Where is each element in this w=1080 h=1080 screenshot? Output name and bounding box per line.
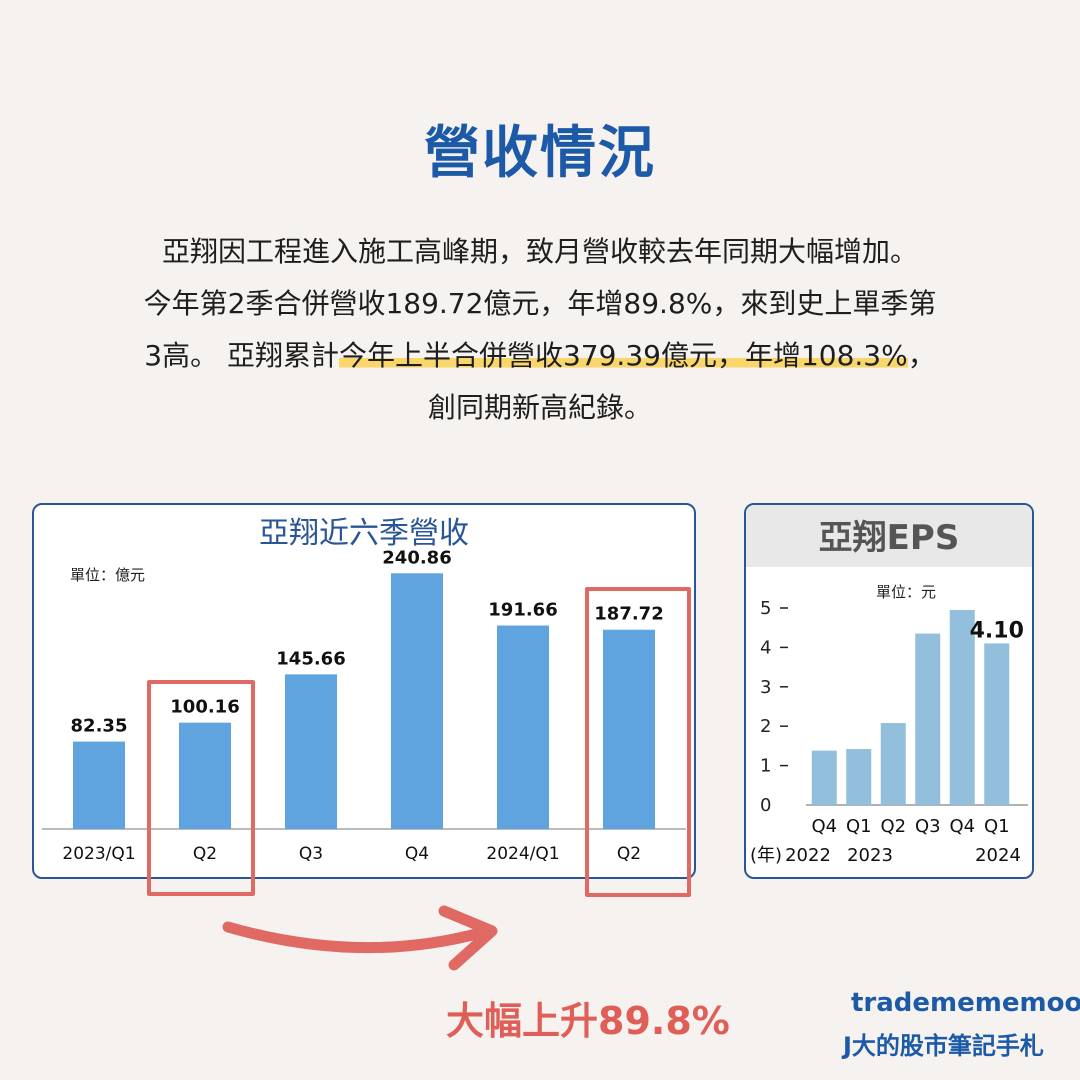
eps-bar <box>915 633 941 805</box>
chart-title: 亞翔近六季營收 <box>259 516 469 551</box>
x-tick-label: 2024/Q1 <box>486 844 559 864</box>
x-tick-label: Q1 <box>984 816 1010 837</box>
summary-line: 創同期新高紀錄。 <box>427 391 652 424</box>
y-tick-label: 3 <box>760 677 771 698</box>
x-tick-label: Q2 <box>880 816 906 837</box>
eps-bar <box>846 749 872 805</box>
x-tick-label: Q3 <box>915 816 941 837</box>
eps-bar <box>811 750 837 805</box>
revenue-bar <box>391 573 443 829</box>
summary-line: 亞翔因工程進入施工高峰期，致月營收較去年同期大幅增加。 <box>161 235 918 268</box>
bar-value-label: 82.35 <box>71 716 128 737</box>
year-axis-label: 2023 <box>847 845 893 866</box>
chart-title: 亞翔EPS <box>819 518 960 558</box>
bar-value-label: 100.16 <box>170 697 239 718</box>
y-tick-label: 5 <box>760 598 771 619</box>
x-tick-label: Q4 <box>949 816 975 837</box>
x-tick-label: 2023/Q1 <box>62 844 135 864</box>
brand-subtitle: J大的股市筆記手札 <box>843 1032 1044 1060</box>
x-tick-label: Q1 <box>846 816 872 837</box>
eps-bar <box>984 643 1010 805</box>
x-tick-label: Q4 <box>405 844 429 864</box>
year-axis-label: (年) <box>750 845 782 866</box>
brand-name: trademememoo <box>851 988 1080 1018</box>
highlighted-text: 今年上半合併營收379.39億元，年增108.3% <box>338 339 908 372</box>
bar-value-label: 187.72 <box>594 604 663 625</box>
revenue-bar <box>603 629 655 829</box>
y-tick-label: 1 <box>760 756 771 777</box>
eps-chart-panel: 亞翔EPS 單位：元 0 1 2 3 4 5 Q4 Q1 Q2 Q3 Q4 Q1 4.10 (年) 2022 20… <box>744 503 1034 879</box>
arrow-icon <box>222 905 498 971</box>
bar-value-label: 4.10 <box>970 618 1024 643</box>
brand-block: trademememoo J大的股市筆記手札 <box>843 986 1080 1061</box>
highlight-box-2024-q2 <box>585 587 691 897</box>
revenue-bar <box>179 722 231 829</box>
eps-bar <box>949 609 975 805</box>
unit-label: 單位：元 <box>876 583 936 601</box>
summary-line: 今年第2季合併營收189.72億元，年增89.8%，來到史上單季第 <box>143 287 937 320</box>
summary-text: ， <box>907 339 936 372</box>
year-axis-label: 2022 <box>785 845 831 866</box>
eps-bar <box>880 723 906 805</box>
x-tick-label: Q3 <box>299 844 323 864</box>
year-axis-label: 2024 <box>975 845 1021 866</box>
x-tick-label: Q2 <box>617 844 641 864</box>
unit-label: 單位：億元 <box>70 566 145 584</box>
revenue-bar <box>497 625 549 829</box>
y-tick-label: 2 <box>760 716 771 737</box>
eps-chart-header <box>746 505 1032 567</box>
summary-text: 3高。 亞翔累計 <box>144 339 339 372</box>
page-title: 營收情況 <box>424 121 656 186</box>
summary-line: 3高。 亞翔累計今年上半合併營收379.39億元，年增108.3%， <box>40 330 1040 382</box>
eps-chart: 亞翔EPS 單位：元 0 1 2 3 4 5 Q4 Q1 Q2 Q3 Q4 Q1 4.10 (年) 2022 20… <box>750 518 1028 866</box>
y-tick-label: 4 <box>760 637 771 658</box>
bar-value-label: 145.66 <box>276 648 345 669</box>
growth-callout: 大幅上升89.8% <box>446 999 730 1043</box>
revenue-bar <box>285 674 337 829</box>
bar-value-label: 240.86 <box>382 547 451 568</box>
summary-paragraph: 亞翔因工程進入施工高峰期，致月營收較去年同期大幅增加。 今年第2季合併營收189… <box>40 226 1040 434</box>
x-tick-label: Q4 <box>811 816 837 837</box>
revenue-bar <box>73 741 125 829</box>
x-tick-label: Q2 <box>193 844 217 864</box>
highlight-box-2023-q2 <box>147 680 255 896</box>
bar-value-label: 191.66 <box>488 600 557 621</box>
y-tick-label: 0 <box>760 795 771 816</box>
